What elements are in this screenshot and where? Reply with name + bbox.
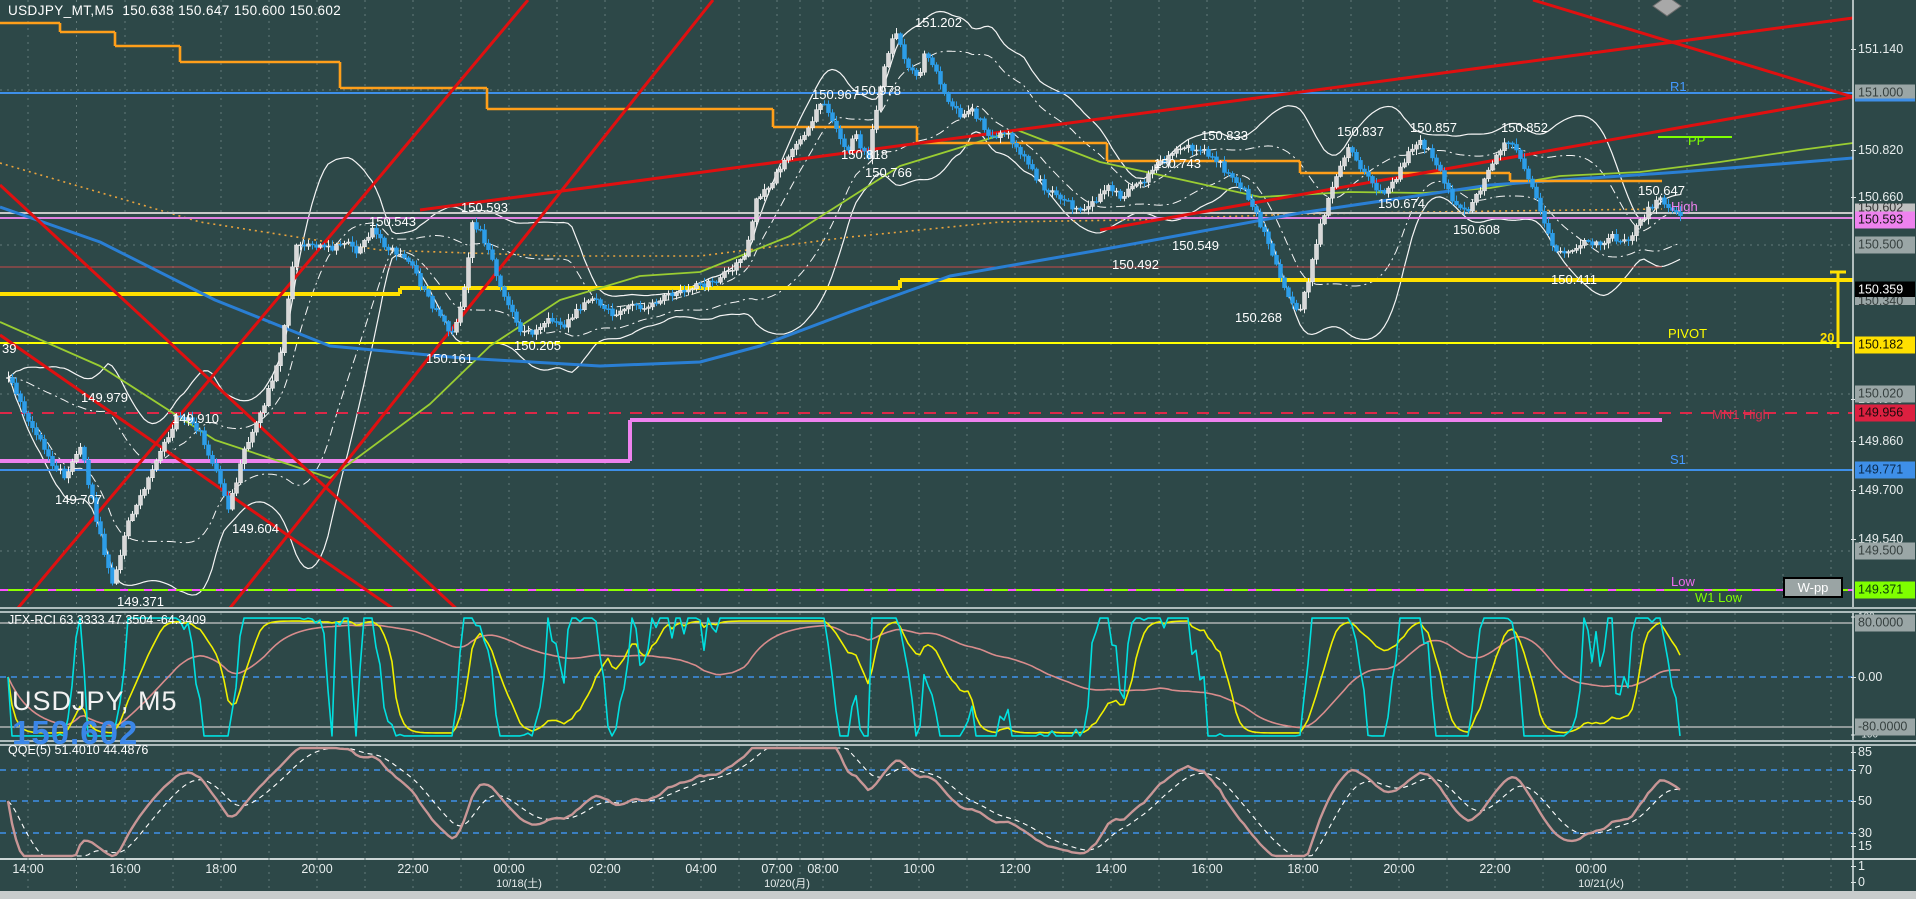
gray-diamond-icon [1652,0,1682,17]
qqe-main-line [6,746,1681,858]
rci-indicator-label: JFX-RCI 63.3333 47.3504 -64.3409 [8,613,207,627]
qqe-indicator-panel[interactable] [0,746,1916,858]
red-trendline [1099,95,1854,232]
panel-separator[interactable] [0,740,1916,746]
bollinger-upper-1sd [8,50,1681,464]
panel-separator[interactable] [0,607,1916,613]
red-trendline [228,0,715,607]
chart-title-ohlc: USDJPY_MT,M5 150.638 150.647 150.600 150… [8,3,342,18]
chart-watermark: USDJPY, M5 150.602 [12,686,178,751]
red-trendline [16,0,530,607]
qqe-indicator-label: QQE(5) 51.4010 44.4876 [8,743,149,757]
watermark-price: 150.602 [12,714,139,751]
bollinger-lower-1sd [7,105,1681,544]
blue-ma [0,156,1854,368]
red-trendline [0,183,457,607]
candles [6,27,1683,586]
time-axis-grid [27,858,1854,891]
rci-indicator-panel[interactable] [0,613,1916,740]
rci-fast-line [7,617,1681,737]
time-axis[interactable] [0,858,1916,891]
red-trendline [0,333,394,607]
bottom-scroll-strip[interactable] [0,891,1916,899]
red-trendline [419,16,1854,212]
watermark-symbol: USDJPY, M5 [12,686,178,716]
w-pp-button[interactable]: W-pp [1783,577,1843,598]
main-price-chart[interactable] [0,0,1916,607]
marker-20-label: 20 [1820,330,1835,345]
red-trendline [1532,0,1854,99]
rci-mid-line [7,620,1681,734]
rci-slow-line [7,624,1681,729]
